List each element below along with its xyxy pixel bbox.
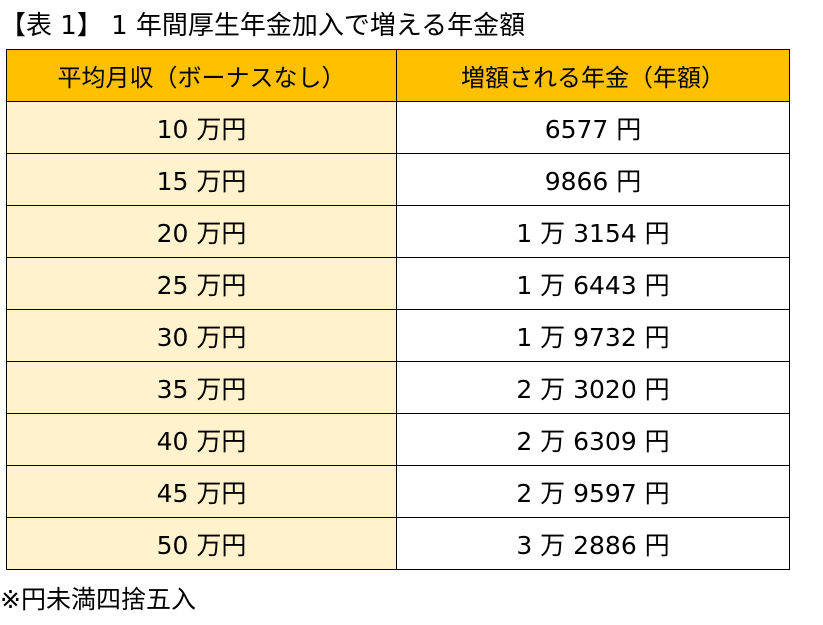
table-header-row: 平均月収（ボーナスなし） 増額される年金（年額） [6,49,790,102]
amount-cell: 6577 円 [396,101,790,154]
amount-cell: 1 万 6443 円 [396,257,790,310]
pension-table-container: 平均月収（ボーナスなし） 増額される年金（年額） 10 万円 6577 円 15… [6,49,790,570]
amount-cell: 2 万 9597 円 [396,465,790,518]
amount-cell: 3 万 2886 円 [396,517,790,570]
income-cell: 25 万円 [6,257,397,310]
income-cell: 45 万円 [6,465,397,518]
table-row: 10 万円 6577 円 [6,101,790,154]
income-cell: 35 万円 [6,361,397,414]
table-row: 25 万円 1 万 6443 円 [6,257,790,310]
income-cell: 50 万円 [6,517,397,570]
header-average-monthly-income: 平均月収（ボーナスなし） [6,49,397,102]
table-row: 50 万円 3 万 2886 円 [6,517,790,570]
amount-cell: 9866 円 [396,153,790,206]
table-row: 15 万円 9866 円 [6,153,790,206]
table-row: 30 万円 1 万 9732 円 [6,309,790,362]
table-row: 20 万円 1 万 3154 円 [6,205,790,258]
table-row: 35 万円 2 万 3020 円 [6,361,790,414]
amount-cell: 1 万 9732 円 [396,309,790,362]
income-cell: 20 万円 [6,205,397,258]
table-row: 45 万円 2 万 9597 円 [6,465,790,518]
income-cell: 10 万円 [6,101,397,154]
table-title: 【表 1】 1 年間厚生年金加入で増える年金額 [0,11,526,41]
amount-cell: 2 万 3020 円 [396,361,790,414]
income-cell: 40 万円 [6,413,397,466]
table-body: 10 万円 6577 円 15 万円 9866 円 20 万円 1 万 3154… [6,101,790,570]
amount-cell: 1 万 3154 円 [396,205,790,258]
table-row: 40 万円 2 万 6309 円 [6,413,790,466]
header-increased-pension: 増額される年金（年額） [396,49,790,102]
income-cell: 30 万円 [6,309,397,362]
income-cell: 15 万円 [6,153,397,206]
amount-cell: 2 万 6309 円 [396,413,790,466]
pension-increase-table: 平均月収（ボーナスなし） 増額される年金（年額） 10 万円 6577 円 15… [6,49,790,570]
rounding-footnote: ※円未満四捨五入 [0,585,196,614]
